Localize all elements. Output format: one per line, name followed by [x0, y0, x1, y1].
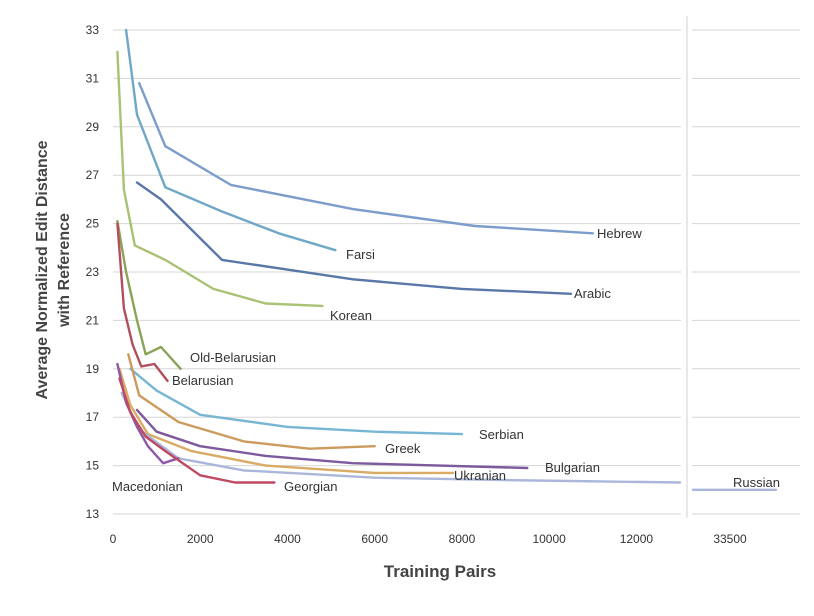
grid: [113, 29, 800, 515]
y-tick-label: 29: [86, 120, 100, 134]
x-axis-title: Training Pairs: [384, 562, 496, 581]
x-tick-label: 4000: [274, 532, 301, 546]
series-label-belarusian: Belarusian: [172, 373, 233, 388]
y-tick-label: 27: [86, 168, 100, 182]
x-tick-label: 10000: [532, 532, 566, 546]
series-label-hebrew: Hebrew: [597, 226, 642, 241]
extra-segment-area: 33500 Russian: [681, 16, 780, 546]
series-label-korean: Korean: [330, 308, 372, 323]
series-label-old-belarusian: Old-Belarusian: [190, 350, 276, 365]
x-axis: 0 2000 4000 6000 8000 10000 12000: [110, 532, 654, 546]
y-axis: 13 15 17 19 21 23 25 27 29 31 33: [86, 23, 100, 521]
y-tick-label: 15: [86, 459, 100, 473]
series-line-bulgarian: [135, 408, 529, 470]
x-tick-label: 6000: [361, 532, 388, 546]
x-tick-label: 12000: [620, 532, 654, 546]
series-label-georgian: Georgian: [284, 479, 337, 494]
series-line-macedonian: [116, 362, 180, 465]
series-label-serbian: Serbian: [479, 427, 524, 442]
series-line-serbian: [129, 367, 464, 436]
y-tick-label: 17: [86, 410, 100, 424]
series-labels: Hebrew Farsi Arabic Korean Old-Belarusian Bel…: [112, 226, 642, 494]
x-tick-label: 0: [110, 532, 117, 546]
series-label-russian: Russian: [733, 475, 780, 490]
series-label-bulgarian: Bulgarian: [545, 460, 600, 475]
series-label-arabic: Arabic: [574, 286, 611, 301]
y-axis-title: Average Normalized Edit Distance with Re…: [34, 140, 73, 399]
series-line-ukranian: [118, 367, 455, 475]
series-line-greek: [127, 353, 376, 450]
x-tick-label: 2000: [187, 532, 214, 546]
series-line-old-belarusian: [116, 219, 182, 370]
series-label-ukranian: Ukranian: [454, 468, 506, 483]
y-tick-label: 13: [86, 507, 100, 521]
y-tick-label: 21: [86, 313, 100, 327]
y-tick-label: 19: [86, 362, 100, 376]
series-lines: [116, 28, 682, 484]
y-tick-label: 31: [86, 71, 100, 85]
series-label-farsi: Farsi: [346, 247, 375, 262]
series-line-georgian: [118, 377, 276, 484]
y-axis-title-line-1: Average Normalized Edit Distance: [34, 140, 51, 399]
y-tick-label: 23: [86, 265, 100, 279]
y-axis-title-line-2: with Reference: [56, 213, 73, 328]
x-tick-label: 8000: [449, 532, 476, 546]
series-label-greek: Greek: [385, 441, 421, 456]
series-label-macedonian: Macedonian: [112, 479, 183, 494]
y-tick-label: 33: [86, 23, 100, 37]
series-line-arabic: [135, 181, 573, 295]
series-line-korean: [116, 50, 324, 308]
y-tick-label: 25: [86, 217, 100, 231]
x-tick-label-extra: 33500: [713, 532, 747, 546]
series-line-hebrew: [137, 81, 594, 235]
series-line-belarusian: [116, 222, 169, 383]
series-line-farsi: [124, 28, 337, 252]
